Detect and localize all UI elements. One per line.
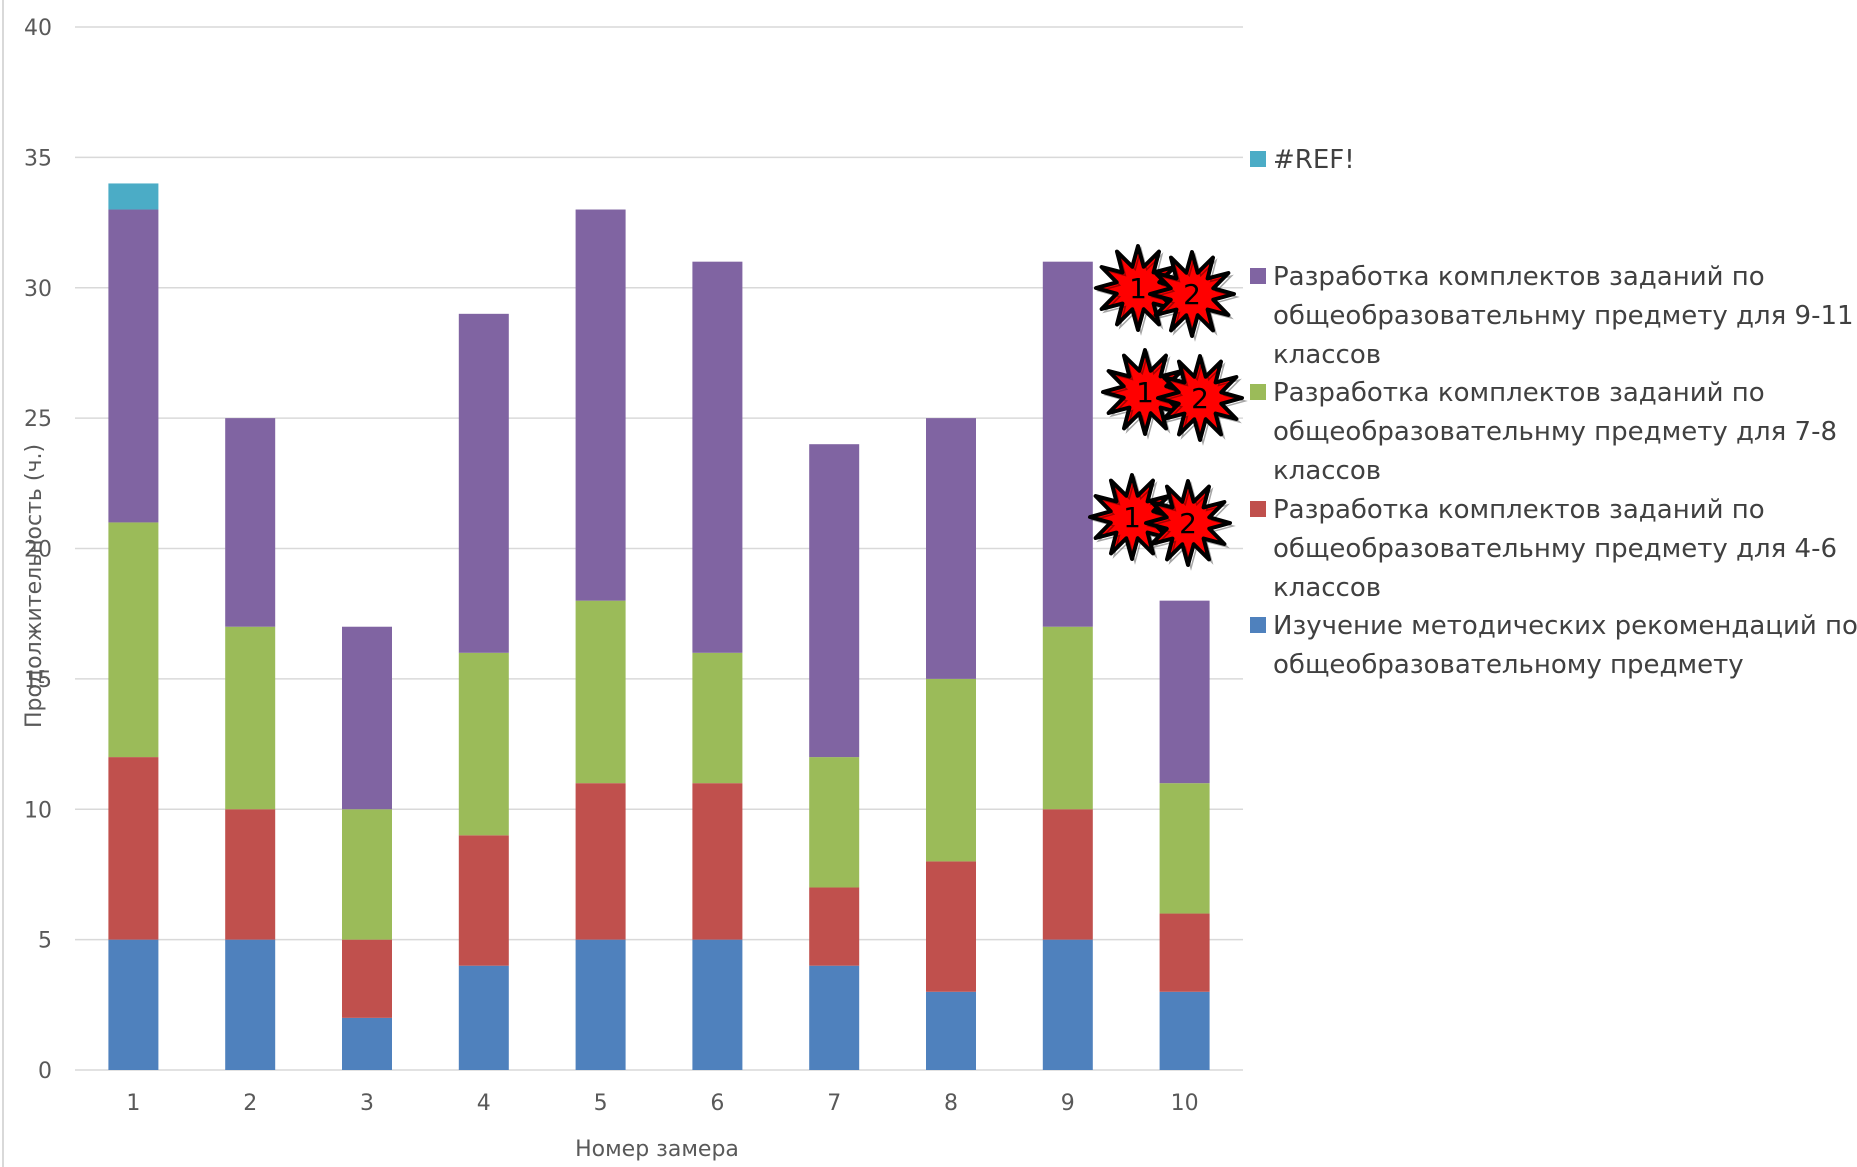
y-tick-label: 40 <box>24 16 52 41</box>
x-tick-label: 5 <box>594 1091 608 1116</box>
x-tick-label: 8 <box>944 1091 958 1116</box>
bar-segment-s4-c1 <box>108 209 159 523</box>
bar-segment-s1-c8 <box>926 991 976 1070</box>
bars <box>108 183 1210 1070</box>
bar-segment-s2-c4 <box>458 835 509 966</box>
y-tick-label: 30 <box>24 277 52 302</box>
x-tick-label: 3 <box>360 1091 374 1116</box>
legend-swatch <box>1250 384 1266 400</box>
legend-swatch <box>1250 501 1266 517</box>
x-tick-label: 10 <box>1171 1091 1199 1116</box>
legend-entry: Разработка комплектов заданий по общеобра… <box>1273 378 1837 486</box>
bar-segment-s3-c9 <box>1042 626 1093 810</box>
bar-segment-s1-c10 <box>1159 991 1210 1070</box>
bar-segment-s1-c7 <box>809 965 860 1070</box>
badge-number: 1 <box>1123 501 1141 534</box>
bar-segment-s4-c10 <box>1159 600 1210 784</box>
legend-swatch <box>1250 268 1266 284</box>
y-tick-label: 0 <box>38 1059 52 1084</box>
x-tick-label: 7 <box>827 1091 841 1116</box>
bar-segment-s1-c4 <box>458 965 509 1070</box>
bar-segment-s1-c6 <box>692 939 743 1070</box>
axes: 0 5 10 15 20 25 30 35 40 1 2 3 4 5 6 7 8 9 10 <box>24 16 1199 1116</box>
bar-segment-s2-c2 <box>225 809 276 940</box>
legend-entry: Изучение методических рекомендаций по общ… <box>1273 611 1857 680</box>
y-tick-label: 10 <box>24 798 52 823</box>
bar-segment-s3-c1 <box>108 522 159 758</box>
badge-number: 2 <box>1179 507 1197 540</box>
bar-segment-s3-c7 <box>809 757 860 888</box>
y-tick-label: 20 <box>24 538 52 563</box>
bar-segment-s4-c8 <box>926 418 976 679</box>
bar-segment-s2-c5 <box>575 783 626 940</box>
badge-number: 2 <box>1183 278 1201 311</box>
x-axis-title: Номер замера <box>575 1137 739 1162</box>
badge-number: 1 <box>1136 376 1154 409</box>
badge-number: 2 <box>1191 382 1209 415</box>
y-tick-label: 25 <box>24 407 52 432</box>
bar-segment-s4-c4 <box>458 313 509 653</box>
bar-segment-s1-c9 <box>1042 939 1093 1070</box>
bar-segment-s1-c3 <box>342 1017 392 1070</box>
bar-segment-s3-c2 <box>225 626 276 810</box>
x-tick-label: 1 <box>126 1091 140 1116</box>
badge-number: 1 <box>1129 272 1147 305</box>
x-tick-label: 4 <box>477 1091 491 1116</box>
legend-entry: Разработка комплектов заданий по общеобра… <box>1273 262 1854 370</box>
bar-segment-s2-c8 <box>926 861 976 992</box>
bar-segment-s4-c6 <box>692 261 743 653</box>
x-tick-label: 2 <box>243 1091 257 1116</box>
bar-segment-s4-c7 <box>809 444 860 758</box>
legend-badges: 1 2 1 2 1 2 <box>1088 244 1248 571</box>
bar-segment-s2-c7 <box>809 887 860 966</box>
bar-segment-s5-c1 <box>108 183 159 210</box>
bar-segment-s3-c10 <box>1159 783 1210 914</box>
bar-segment-s3-c6 <box>692 652 743 784</box>
bar-segment-s2-c10 <box>1159 913 1210 992</box>
x-tick-label: 9 <box>1061 1091 1075 1116</box>
bar-segment-s2-c1 <box>108 757 159 940</box>
legend-entry: #REF! <box>1273 145 1355 175</box>
bar-segment-s4-c2 <box>225 418 276 627</box>
y-tick-label: 5 <box>38 929 52 954</box>
bar-segment-s2-c6 <box>692 783 743 940</box>
bar-segment-s2-c3 <box>342 939 392 1018</box>
y-tick-label: 15 <box>24 668 52 693</box>
x-tick-label: 6 <box>710 1091 724 1116</box>
legend-entry: Разработка комплектов заданий по общеобра… <box>1273 495 1837 603</box>
starburst-badge: 2 <box>1148 250 1240 342</box>
bar-segment-s4-c9 <box>1042 261 1093 627</box>
bar-segment-s3-c4 <box>458 652 509 836</box>
bar-segment-s3-c5 <box>575 600 626 784</box>
bar-segment-s1-c1 <box>108 939 159 1070</box>
bar-segment-s4-c3 <box>342 626 392 810</box>
bar-segment-s3-c3 <box>342 809 392 940</box>
starburst-badge: 2 <box>1144 479 1236 571</box>
bar-segment-s3-c8 <box>926 678 976 862</box>
bar-segment-s2-c9 <box>1042 809 1093 940</box>
y-tick-label: 35 <box>24 146 52 171</box>
legend-swatch <box>1250 151 1266 167</box>
legend-swatch <box>1250 617 1266 633</box>
starburst-badge: 2 <box>1156 354 1248 446</box>
legend: #REF! Разработка комплектов заданий по общ… <box>1250 145 1857 680</box>
bar-segment-s4-c5 <box>575 209 626 601</box>
bar-segment-s1-c5 <box>575 939 626 1070</box>
y-axis-title: Продолжительность (ч.) <box>22 444 47 728</box>
bar-segment-s1-c2 <box>225 939 276 1070</box>
